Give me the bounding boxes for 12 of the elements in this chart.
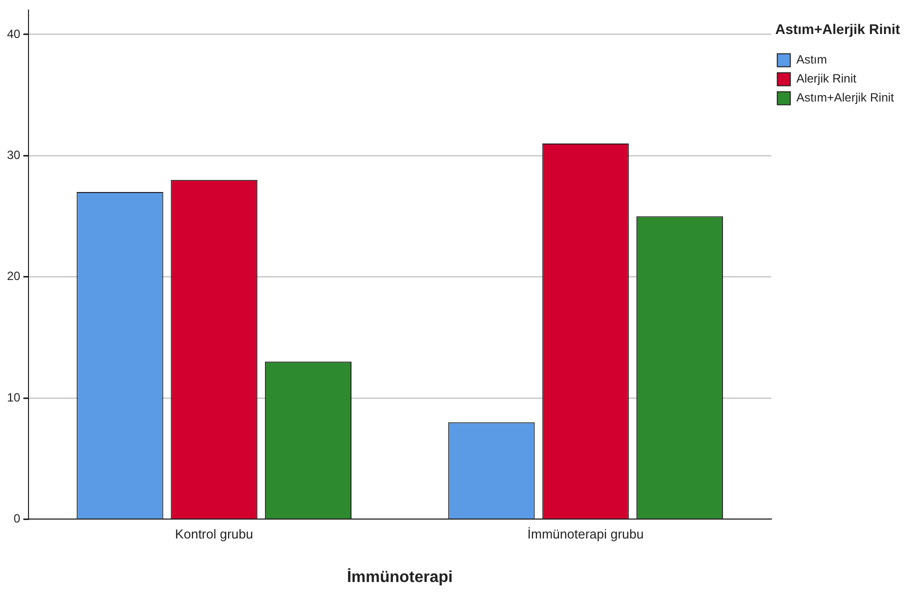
legend-title: Astım+Alerjik Rinit: [775, 20, 900, 37]
x-tick-label: Kontrol grubu: [175, 526, 254, 542]
x-axis-title: İmmünoterapi: [346, 568, 453, 586]
x-tick-label: İmmünoterapi grubu: [527, 526, 644, 542]
y-tick-label: 20: [6, 269, 21, 284]
y-tick-label: 10: [6, 390, 21, 404]
legend-label: Alerjik Rinit: [796, 72, 857, 86]
y-tick-label: 40: [6, 26, 21, 41]
y-tick-label: 30: [6, 148, 21, 162]
legend-label: Astım+Alerjik Rinit: [796, 90, 895, 105]
y-tick-label: 0: [14, 512, 21, 526]
legend-label: Astım: [796, 52, 827, 67]
